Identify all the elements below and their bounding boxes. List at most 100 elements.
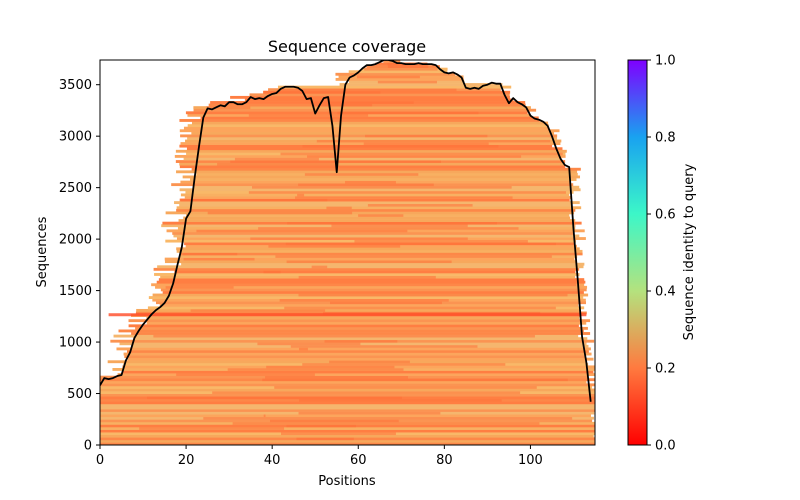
- y-tick-label: 2500: [59, 181, 92, 196]
- heatmap-segment: [358, 214, 404, 217]
- heatmap-segment: [165, 285, 234, 289]
- heatmap-row: [178, 219, 576, 222]
- x-tick-label: 100: [518, 453, 543, 468]
- heatmap-row: [179, 198, 570, 202]
- heatmap-row: [100, 439, 595, 443]
- heatmap-row: [128, 319, 591, 323]
- x-tick-label: 80: [436, 453, 453, 468]
- heatmap-row: [100, 409, 595, 412]
- heatmap-segment: [248, 190, 566, 194]
- heatmap-row: [179, 162, 565, 166]
- heatmap-row: [193, 106, 531, 110]
- heatmap-row: [117, 373, 595, 376]
- heatmap-segment: [275, 255, 552, 258]
- heatmap-row: [179, 188, 581, 192]
- heatmap-row: [191, 131, 555, 135]
- heatmap-row: [159, 303, 579, 307]
- y-tick-label: 3500: [59, 78, 92, 93]
- heatmap-segment: [280, 152, 563, 156]
- heatmap-row: [133, 337, 588, 341]
- heatmap-row: [179, 165, 566, 169]
- heatmap-segment: [196, 229, 408, 233]
- heatmap-row: [100, 401, 595, 405]
- heatmap-segment: [354, 239, 528, 243]
- heatmap-segment: [285, 242, 556, 246]
- heatmap-segment: [345, 180, 396, 184]
- y-tick-label: 1000: [59, 336, 92, 351]
- heatmap-segment: [217, 162, 339, 166]
- heatmap-row: [155, 285, 588, 289]
- coverage-heatmap: [100, 60, 595, 445]
- heatmap-segment: [337, 111, 479, 115]
- heatmap-segment: [203, 416, 573, 420]
- heatmap-segment: [387, 65, 429, 68]
- heatmap-segment: [263, 270, 281, 274]
- heatmap-segment: [206, 106, 251, 110]
- heatmap-segment: [268, 244, 401, 248]
- plot-frame: [99, 59, 596, 446]
- heatmap-segment: [316, 139, 551, 143]
- heatmap-segment: [180, 198, 328, 202]
- heatmap-row: [127, 357, 594, 361]
- heatmap-segment: [302, 144, 499, 148]
- heatmap-row: [176, 249, 583, 253]
- heatmap-row: [165, 211, 575, 215]
- heatmap-row: [180, 252, 583, 256]
- heatmap-row: [100, 442, 595, 445]
- heatmap-row: [162, 291, 584, 294]
- heatmap-segment: [287, 221, 497, 225]
- heatmap-row: [100, 403, 595, 407]
- heatmap-band: [108, 313, 587, 317]
- heatmap-segment: [176, 373, 315, 376]
- heatmap-segment: [183, 257, 255, 261]
- heatmap-row: [100, 406, 595, 410]
- heatmap-segment: [307, 154, 522, 158]
- heatmap-segment: [232, 421, 540, 425]
- heatmap-row: [175, 149, 567, 153]
- heatmap-row: [100, 429, 595, 433]
- x-tick-label: 60: [350, 453, 367, 468]
- heatmap-segment: [212, 391, 521, 394]
- colorbar-tick-label: 0.8: [655, 131, 676, 146]
- heatmap-row: [179, 119, 540, 122]
- heatmap-row: [180, 193, 570, 197]
- heatmap-row: [148, 296, 584, 299]
- heatmap-row: [230, 95, 510, 99]
- heatmap-row: [135, 326, 588, 330]
- heatmap-row: [156, 280, 586, 284]
- heatmap-segment: [331, 224, 468, 228]
- heatmap-segment: [310, 101, 414, 104]
- coverage-line: [100, 60, 592, 402]
- heatmap-segment: [265, 375, 408, 379]
- heatmap-row: [193, 108, 537, 112]
- heatmap-row: [176, 247, 580, 251]
- heatmap-row: [153, 267, 580, 271]
- heatmap-segment: [270, 419, 399, 423]
- colorbar-tick-label: 0.0: [655, 439, 676, 454]
- colorbar-tick-label: 0.2: [655, 362, 676, 377]
- heatmap-row: [183, 216, 571, 220]
- heatmap-segment: [298, 275, 436, 279]
- heatmap-segment: [365, 134, 488, 138]
- heatmap-segment: [286, 260, 452, 264]
- heatmap-segment: [266, 365, 395, 369]
- y-axis: 0 500 1000 1500 2000 2500 3000 3500: [59, 78, 100, 454]
- x-tick-label: 0: [96, 453, 104, 468]
- heatmap-segment: [311, 265, 328, 269]
- colorbar-label: Sequence identity to query: [682, 163, 697, 340]
- heatmap-segment: [326, 206, 352, 210]
- heatmap-segment: [296, 437, 354, 441]
- colorbar-tick-label: 0.6: [655, 208, 676, 223]
- heatmap-segment: [279, 298, 449, 302]
- heatmap-row: [157, 265, 584, 269]
- heatmap-row: [146, 321, 587, 325]
- heatmap-row: [174, 270, 576, 274]
- heatmap-row: [200, 116, 539, 120]
- heatmap-segment: [190, 308, 326, 312]
- heatmap-row: [118, 329, 584, 333]
- y-tick-label: 3000: [59, 130, 92, 145]
- heatmap-segment: [298, 183, 434, 187]
- heatmap-segment: [139, 427, 285, 430]
- heatmap-row: [263, 90, 511, 94]
- heatmap-row: [136, 308, 581, 312]
